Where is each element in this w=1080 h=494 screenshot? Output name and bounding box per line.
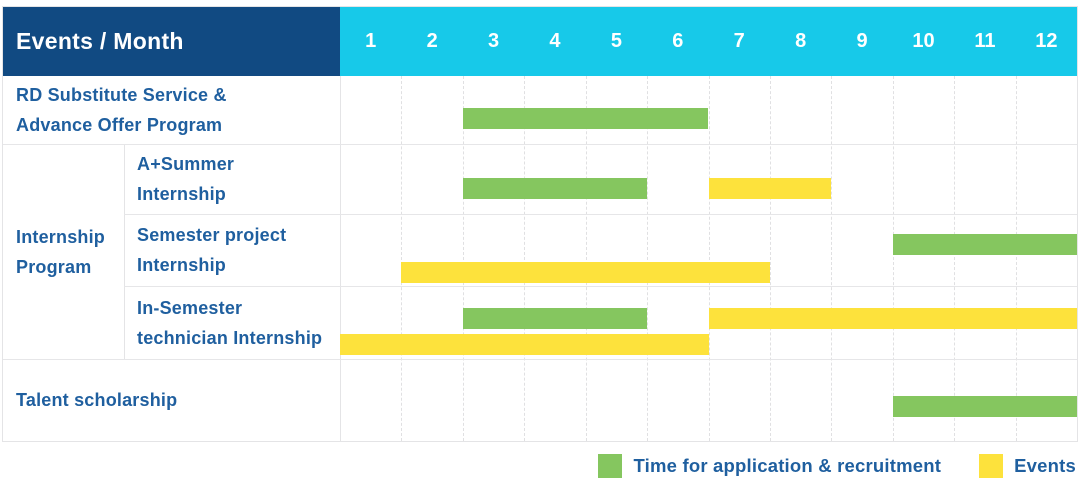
month-header-4: 4 xyxy=(549,30,561,52)
label-column-divider xyxy=(340,76,341,441)
row-label: RD Substitute Service & Advance Offer Pro… xyxy=(3,76,340,144)
gantt-bar-application xyxy=(892,396,1077,417)
month-gridline xyxy=(524,76,526,441)
month-header-3: 3 xyxy=(487,30,500,52)
row-separator xyxy=(124,214,1077,215)
legend-swatch-application xyxy=(598,454,623,478)
row-sublabel: Semester project Internship xyxy=(124,214,340,286)
gantt-bar-event xyxy=(401,262,770,283)
row-label-line: Semester project xyxy=(137,225,287,245)
gantt-bar-application xyxy=(462,178,648,199)
row-separator xyxy=(3,359,1077,360)
schedule-table: Events / Month 1 2 3 4 5 6 7 8 9 10 11 12 Internshi… xyxy=(2,6,1078,442)
row-label: Talent scholarship xyxy=(3,359,340,441)
legend: Time for application & recruitment Events xyxy=(598,454,1076,478)
group-label-internship-program: Internship Program xyxy=(3,144,124,359)
table-title: Events / Month xyxy=(16,28,184,54)
row-sublabel: In-Semester technician Internship xyxy=(124,286,340,359)
group-label-line: Program xyxy=(16,256,92,277)
month-header-6: 6 xyxy=(672,30,684,52)
row-label-line: Internship xyxy=(137,184,227,204)
month-header-9: 9 xyxy=(856,30,868,52)
month-gridline xyxy=(462,76,464,441)
row-label-line: technician Internship xyxy=(137,327,323,348)
chart-body: Internship Program RD Substitute Service &… xyxy=(3,76,1077,441)
gantt-bar-application xyxy=(462,108,709,129)
gantt-bar-application xyxy=(462,308,648,329)
row-separator xyxy=(3,144,1077,145)
gantt-bar-application xyxy=(892,234,1077,255)
row-label-line: Advance Offer Program xyxy=(16,115,223,135)
month-header-10: 10 xyxy=(912,30,935,52)
legend-item-application: Time for application & recruitment xyxy=(598,454,941,478)
month-gridline xyxy=(647,76,649,441)
month-header-2: 2 xyxy=(426,30,438,52)
month-header-1: 1 xyxy=(365,30,377,52)
events-month-header-cell: Events / Month xyxy=(3,7,340,76)
month-header-12: 12 xyxy=(1035,30,1058,52)
month-gridline xyxy=(954,76,956,441)
legend-label: Events xyxy=(1014,455,1076,476)
row-sublabel: A+Summer Internship xyxy=(124,144,340,214)
row-label-line: A+Summer xyxy=(137,154,235,174)
gantt-bar-event xyxy=(708,178,832,199)
legend-item-event: Events xyxy=(979,454,1076,478)
month-gridline xyxy=(769,76,771,441)
month-gridline xyxy=(401,76,403,441)
month-gridline xyxy=(831,76,833,441)
row-label-line: In-Semester xyxy=(137,297,243,318)
row-label-line: Talent scholarship xyxy=(16,390,178,410)
month-gridline xyxy=(1015,76,1017,441)
row-label-line: Internship xyxy=(137,255,227,275)
month-header-row: 1 2 3 4 5 6 7 8 9 10 11 12 xyxy=(340,7,1077,76)
table-header-row: Events / Month 1 2 3 4 5 6 7 8 9 10 11 12 xyxy=(3,7,1077,76)
row-label-line: RD Substitute Service & xyxy=(16,85,227,105)
row-separator xyxy=(124,286,1077,287)
group-label-line: Internship xyxy=(16,226,106,247)
month-gridline xyxy=(585,76,587,441)
month-gridline xyxy=(708,76,710,441)
month-header-8: 8 xyxy=(795,30,807,52)
month-header-11: 11 xyxy=(974,30,996,52)
group-column-divider xyxy=(124,144,125,359)
month-header-5: 5 xyxy=(610,30,622,52)
month-header-7: 7 xyxy=(733,30,745,52)
legend-label: Time for application & recruitment xyxy=(633,455,942,476)
gantt-bar-event xyxy=(708,308,1077,329)
gantt-bar-event xyxy=(340,334,709,355)
month-gridline xyxy=(892,76,894,441)
legend-swatch-event xyxy=(979,454,1004,478)
